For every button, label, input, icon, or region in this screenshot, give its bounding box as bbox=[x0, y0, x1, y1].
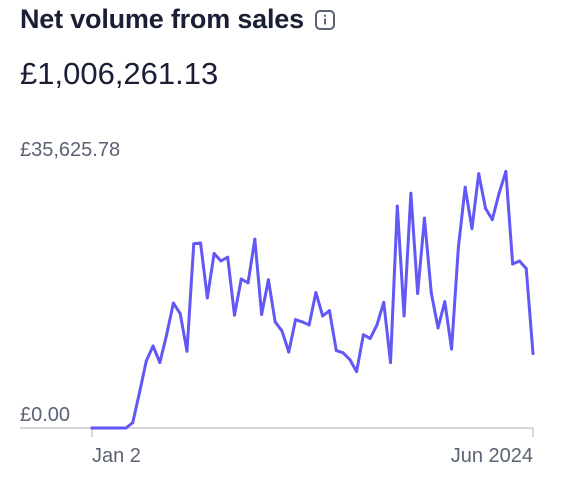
data-point bbox=[294, 318, 298, 322]
data-point bbox=[90, 426, 94, 430]
y-tick-label-min: £0.00 bbox=[20, 404, 70, 426]
total-amount: £1,006,261.13 bbox=[20, 56, 219, 91]
data-point bbox=[280, 329, 284, 333]
data-point bbox=[307, 323, 311, 327]
data-point bbox=[368, 336, 372, 340]
series-line bbox=[90, 169, 535, 430]
data-point bbox=[361, 333, 365, 337]
data-point bbox=[110, 426, 114, 430]
info-icon[interactable] bbox=[314, 9, 336, 31]
data-point bbox=[348, 358, 352, 362]
data-point bbox=[260, 312, 264, 316]
data-point bbox=[321, 314, 325, 318]
data-point bbox=[158, 361, 162, 365]
data-point bbox=[443, 300, 447, 304]
data-point bbox=[334, 349, 338, 353]
data-point bbox=[314, 291, 318, 295]
data-point bbox=[287, 350, 291, 354]
data-point bbox=[456, 245, 460, 249]
data-point bbox=[171, 301, 175, 305]
data-point bbox=[246, 281, 250, 285]
data-point bbox=[429, 291, 433, 295]
data-point bbox=[219, 259, 223, 263]
data-point bbox=[402, 314, 406, 318]
data-point bbox=[124, 426, 128, 430]
data-point bbox=[165, 333, 169, 337]
data-point bbox=[382, 300, 386, 304]
data-point bbox=[497, 191, 501, 195]
data-point bbox=[504, 169, 508, 173]
data-point bbox=[490, 218, 494, 222]
data-point bbox=[104, 426, 108, 430]
data-point bbox=[470, 227, 474, 231]
data-point bbox=[450, 347, 454, 351]
data-point bbox=[273, 320, 277, 324]
data-point bbox=[327, 309, 331, 313]
data-point bbox=[517, 259, 521, 263]
data-point bbox=[226, 255, 230, 259]
chart-title: Net volume from sales bbox=[20, 4, 304, 34]
data-point bbox=[253, 237, 257, 241]
data-point bbox=[409, 191, 413, 195]
x-tick-label-start: Jan 2 bbox=[92, 445, 141, 467]
data-point bbox=[151, 344, 155, 348]
data-points bbox=[90, 169, 535, 430]
data-point bbox=[192, 242, 196, 246]
data-point bbox=[524, 267, 528, 271]
data-point bbox=[178, 312, 182, 316]
data-point bbox=[131, 421, 135, 425]
chart-header: Net volume from sales bbox=[20, 4, 336, 35]
data-point bbox=[477, 172, 481, 176]
data-point bbox=[531, 352, 535, 356]
data-point bbox=[266, 278, 270, 282]
data-point bbox=[239, 277, 243, 281]
data-point bbox=[422, 216, 426, 220]
data-point bbox=[375, 323, 379, 327]
data-point bbox=[97, 426, 101, 430]
data-point bbox=[463, 185, 467, 189]
data-point bbox=[355, 370, 359, 374]
data-point bbox=[144, 359, 148, 363]
data-point bbox=[199, 241, 203, 245]
data-point bbox=[341, 351, 345, 355]
data-point bbox=[484, 206, 488, 210]
data-point bbox=[232, 313, 236, 317]
data-point bbox=[137, 391, 141, 395]
data-point bbox=[185, 349, 189, 353]
data-point bbox=[205, 296, 209, 300]
y-tick-label-max: £35,625.78 bbox=[20, 139, 120, 161]
x-tick-label-end: Jun 2024 bbox=[451, 445, 533, 467]
data-point bbox=[300, 320, 304, 324]
data-point bbox=[436, 326, 440, 330]
data-point bbox=[416, 291, 420, 295]
data-point bbox=[389, 361, 393, 365]
data-point bbox=[212, 251, 216, 255]
data-point bbox=[395, 204, 399, 208]
data-point bbox=[511, 262, 515, 266]
data-point bbox=[117, 426, 121, 430]
